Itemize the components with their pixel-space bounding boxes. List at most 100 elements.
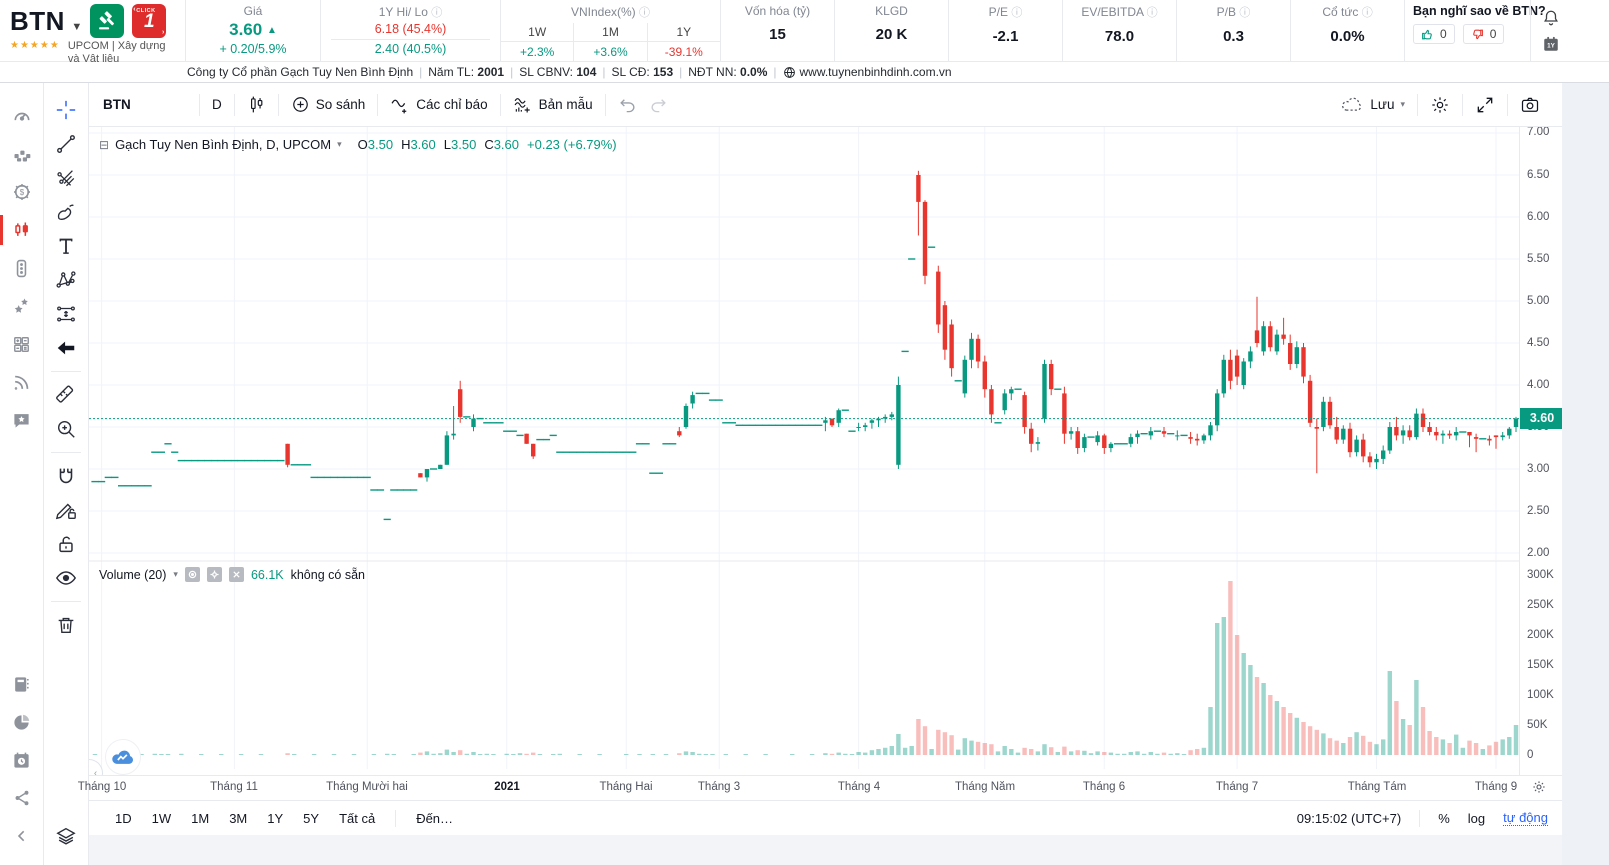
tool-pattern[interactable] bbox=[49, 263, 83, 297]
axis-settings-gear-icon[interactable] bbox=[1531, 779, 1547, 795]
auto-scale-button[interactable]: tự động bbox=[1503, 810, 1548, 826]
sidebar-item-dashboard[interactable] bbox=[0, 97, 44, 135]
range-1M[interactable]: 1M bbox=[191, 810, 210, 826]
time-axis-label[interactable]: Tháng 7 bbox=[1215, 781, 1259, 793]
calendar-1y-icon[interactable]: 1Y bbox=[1542, 35, 1560, 53]
sidebar-item-notes[interactable] bbox=[0, 665, 44, 703]
company-website-link[interactable]: www.tuynenbinhdinh.com.vn bbox=[799, 65, 952, 79]
clock-label[interactable]: 09:15:02 (UTC+7) bbox=[1296, 810, 1402, 826]
volume-settings-button[interactable] bbox=[206, 567, 222, 582]
time-axis-label[interactable]: Tháng Năm bbox=[954, 781, 1016, 793]
volume-visibility-button[interactable] bbox=[184, 567, 200, 582]
time-axis-label[interactable]: Tháng 10 bbox=[77, 781, 127, 793]
indicators-button[interactable]: Các chỉ báo bbox=[378, 91, 499, 119]
snapshot-button[interactable] bbox=[1508, 91, 1552, 119]
time-axis-label[interactable]: Tháng 4 bbox=[837, 781, 881, 793]
sidebar-item-finance[interactable]: $ bbox=[0, 173, 44, 211]
symbol-dropdown[interactable]: BTN ▼ bbox=[10, 6, 82, 37]
info-icon[interactable]: ⓘ bbox=[431, 7, 443, 19]
sidebar-item-ratings[interactable] bbox=[0, 287, 44, 325]
sidebar-item-signals[interactable] bbox=[0, 249, 44, 287]
price-axis[interactable]: 7.006.506.005.505.004.504.003.503.002.50… bbox=[1519, 127, 1562, 775]
tool-ruler[interactable] bbox=[49, 378, 83, 412]
auction-icon[interactable] bbox=[90, 4, 125, 38]
range-Tất cả[interactable]: Tất cả bbox=[339, 810, 376, 826]
click1-promo-icon[interactable]: ‹ CLICK 1 › bbox=[132, 4, 167, 38]
chart-provider-logo[interactable] bbox=[105, 739, 141, 775]
chevron-down-icon[interactable]: ▾ bbox=[173, 569, 178, 579]
save-layout-button[interactable]: Lưu ▾ bbox=[1328, 91, 1417, 119]
tool-pitchfork[interactable] bbox=[49, 161, 83, 195]
tool-projection[interactable] bbox=[49, 297, 83, 331]
tool-drawing-mode[interactable] bbox=[49, 493, 83, 527]
tool-remove-drawings[interactable] bbox=[49, 608, 83, 642]
brush-icon bbox=[57, 204, 74, 221]
layers-icon bbox=[56, 827, 76, 845]
sidebar-collapse-button[interactable] bbox=[0, 817, 44, 855]
time-axis[interactable]: Tháng 10 Tháng 11 Tháng Mười hai 2021 Tháng … bbox=[78, 775, 1562, 800]
time-axis-label[interactable]: 2021 bbox=[494, 781, 520, 793]
time-axis-label[interactable]: Tháng Mười hai bbox=[326, 781, 408, 793]
chart-symbol-button[interactable]: BTN bbox=[103, 97, 131, 112]
volume-indicator-title[interactable]: Volume (20) bbox=[99, 567, 167, 582]
range-1D[interactable]: 1D bbox=[115, 810, 132, 826]
tool-object-tree[interactable] bbox=[49, 819, 83, 853]
range-1Y[interactable]: 1Y bbox=[267, 810, 284, 826]
legend-title[interactable]: Gạch Tuy Nen Bình Định, D, UPCOM bbox=[115, 137, 332, 152]
percent-scale-button[interactable]: % bbox=[1438, 810, 1450, 826]
range-3M[interactable]: 3M bbox=[229, 810, 248, 826]
info-icon[interactable]: ⓘ bbox=[1361, 7, 1373, 19]
tool-hide-all[interactable] bbox=[49, 561, 83, 595]
sidebar-item-market[interactable] bbox=[0, 135, 44, 173]
chart-area[interactable]: ⊟ Gạch Tuy Nen Bình Định, D, UPCOM ▾ O3.… bbox=[89, 127, 1562, 775]
tool-brush[interactable] bbox=[49, 195, 83, 229]
log-scale-button[interactable]: log bbox=[1467, 810, 1486, 826]
time-axis-label[interactable]: Tháng 11 bbox=[210, 781, 258, 793]
traffic-light-icon bbox=[16, 259, 27, 277]
legend-collapse-icon[interactable]: ⊟ bbox=[99, 137, 110, 152]
candlestick-chart[interactable] bbox=[89, 127, 1519, 775]
redo-button[interactable] bbox=[649, 91, 680, 119]
notification-bell-icon[interactable] bbox=[1542, 9, 1560, 27]
sidebar-item-chart[interactable] bbox=[0, 211, 44, 249]
candlestick-icon bbox=[14, 222, 28, 236]
tool-arrow-marker[interactable] bbox=[49, 331, 83, 365]
fullscreen-button[interactable] bbox=[1463, 91, 1507, 119]
info-icon[interactable]: ⓘ bbox=[1239, 7, 1251, 19]
sidebar-item-share[interactable] bbox=[0, 779, 44, 817]
time-axis-label[interactable]: Tháng Hai bbox=[599, 781, 653, 793]
sidebar-item-news[interactable] bbox=[0, 363, 44, 401]
time-axis-label[interactable]: Tháng 6 bbox=[1082, 781, 1126, 793]
tool-zoom-in[interactable] bbox=[49, 412, 83, 446]
info-icon[interactable]: ⓘ bbox=[1146, 7, 1158, 19]
range-1W[interactable]: 1W bbox=[151, 810, 172, 826]
tool-trend-line[interactable] bbox=[49, 127, 83, 161]
sidebar-item-community[interactable] bbox=[0, 401, 44, 439]
chart-type-button[interactable] bbox=[235, 91, 278, 119]
tool-crosshair[interactable] bbox=[49, 93, 83, 127]
sidebar-item-calculator[interactable] bbox=[0, 325, 44, 363]
sidebar-item-portfolio[interactable] bbox=[0, 703, 44, 741]
info-icon[interactable]: ⓘ bbox=[639, 7, 651, 19]
xabcd-pattern-icon bbox=[56, 271, 76, 288]
thumbs-up-button[interactable]: 0 bbox=[1413, 24, 1455, 44]
tool-lock-all[interactable] bbox=[49, 527, 83, 561]
undo-button[interactable] bbox=[606, 91, 649, 119]
hilo-column: 1Y Hi/ Lo ⓘ 6.18 (45.4%) 2.40 (40.5%) bbox=[320, 0, 500, 61]
info-icon[interactable]: ⓘ bbox=[1011, 7, 1023, 19]
time-axis-label[interactable]: Tháng 3 bbox=[697, 781, 741, 793]
interval-button[interactable]: D bbox=[212, 97, 222, 112]
tool-text[interactable] bbox=[49, 229, 83, 263]
sidebar-item-history[interactable] bbox=[0, 741, 44, 779]
thumbs-down-button[interactable]: 0 bbox=[1462, 24, 1505, 44]
tool-magnet[interactable] bbox=[49, 459, 83, 493]
goto-date-button[interactable]: Đến… bbox=[416, 810, 454, 826]
chevron-down-icon[interactable]: ▾ bbox=[337, 139, 342, 149]
templates-button[interactable]: Bản mẫu bbox=[501, 91, 605, 119]
volume-remove-button[interactable] bbox=[228, 567, 244, 582]
compare-button[interactable]: So sánh bbox=[279, 91, 378, 119]
range-5Y[interactable]: 5Y bbox=[303, 810, 320, 826]
chart-settings-button[interactable] bbox=[1418, 91, 1462, 119]
time-axis-label[interactable]: Tháng 9 bbox=[1474, 781, 1518, 793]
time-axis-label[interactable]: Tháng Tám bbox=[1347, 781, 1407, 793]
